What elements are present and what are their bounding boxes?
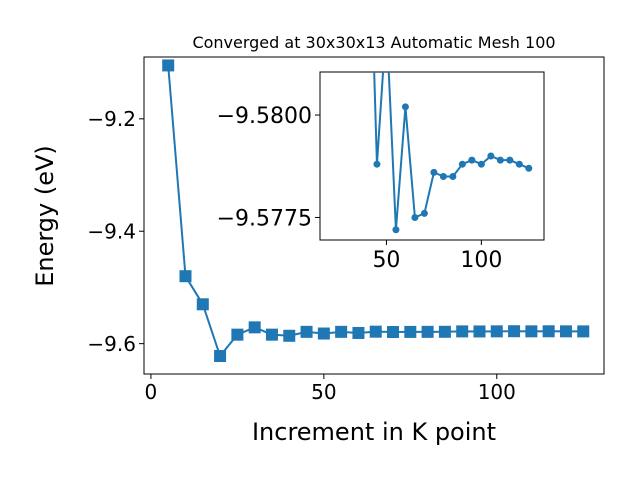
inset-axis-ticks: 50 100 −9.5800 −9.5775 [217,104,503,273]
inset-data-point [430,168,438,176]
main-data-point [456,325,469,338]
main-data-point [369,325,382,338]
main-data-point [179,270,192,283]
inset-chart: 50 100 −9.5800 −9.5775 [217,17,545,273]
main-data-point [577,325,590,338]
main-data-point [283,329,296,342]
main-data-point [162,59,175,72]
main-data-point [421,325,434,338]
inset-data-point [411,213,419,221]
main-axis-ticks: 0 50 100 −9.2 −9.4 −9.6 [87,107,515,404]
main-data-point [248,321,261,334]
inset-x-tick-label: 100 [460,248,502,273]
inset-data-point [392,226,400,234]
main-series-group [162,59,590,363]
main-x-tick-label: 100 [478,380,516,404]
main-x-tick-label: 0 [145,380,158,404]
inset-x-tick-label: 50 [372,248,400,273]
inset-data-point [477,160,485,168]
main-chart-title: Converged at 30x30x13 Automatic Mesh 100 [192,33,555,52]
main-data-point [473,325,486,338]
inset-series-group [373,17,533,234]
main-data-point [300,325,313,338]
main-data-point [559,325,572,338]
inset-data-point [401,103,409,111]
inset-data-point [373,160,381,168]
inset-data-point [496,156,504,164]
main-data-point [352,326,365,339]
main-data-point [317,327,330,340]
main-data-point [196,298,209,311]
inset-data-point [525,164,533,172]
inset-data-point [439,172,447,180]
main-chart: Converged at 30x30x13 Automatic Mesh 100… [31,33,605,446]
main-data-point [438,325,451,338]
inset-data-point [420,209,428,217]
inset-data-point [449,172,457,180]
main-data-point [404,325,417,338]
main-data-point [214,350,227,363]
main-x-axis-label: Increment in K point [252,418,496,446]
main-series [162,59,590,363]
main-y-axis-label: Energy (eV) [31,145,59,287]
inset-data-point [515,160,523,168]
main-data-point [508,325,521,338]
main-data-point [335,325,348,338]
main-data-point [387,326,400,339]
inset-data-point [458,160,466,168]
main-data-point [231,328,244,341]
main-plot-frame [143,56,605,375]
main-x-tick-label: 50 [311,380,336,404]
inset-data-point [468,156,476,164]
inset-data-point [383,17,390,24]
main-y-tick-label: −9.2 [87,107,136,131]
main-data-point [265,328,278,341]
main-data-point [490,325,503,338]
main-y-tick-label: −9.4 [87,219,136,243]
inset-plot-frame [319,71,545,241]
main-y-tick-label: −9.6 [87,332,136,356]
inset-data-point [506,156,514,164]
main-data-point [525,325,538,338]
main-data-point [542,325,555,338]
inset-series [373,17,533,234]
inset-y-tick-label: −9.5775 [217,206,312,231]
inset-data-point [487,152,495,160]
inset-y-tick-label: −9.5800 [217,104,312,129]
